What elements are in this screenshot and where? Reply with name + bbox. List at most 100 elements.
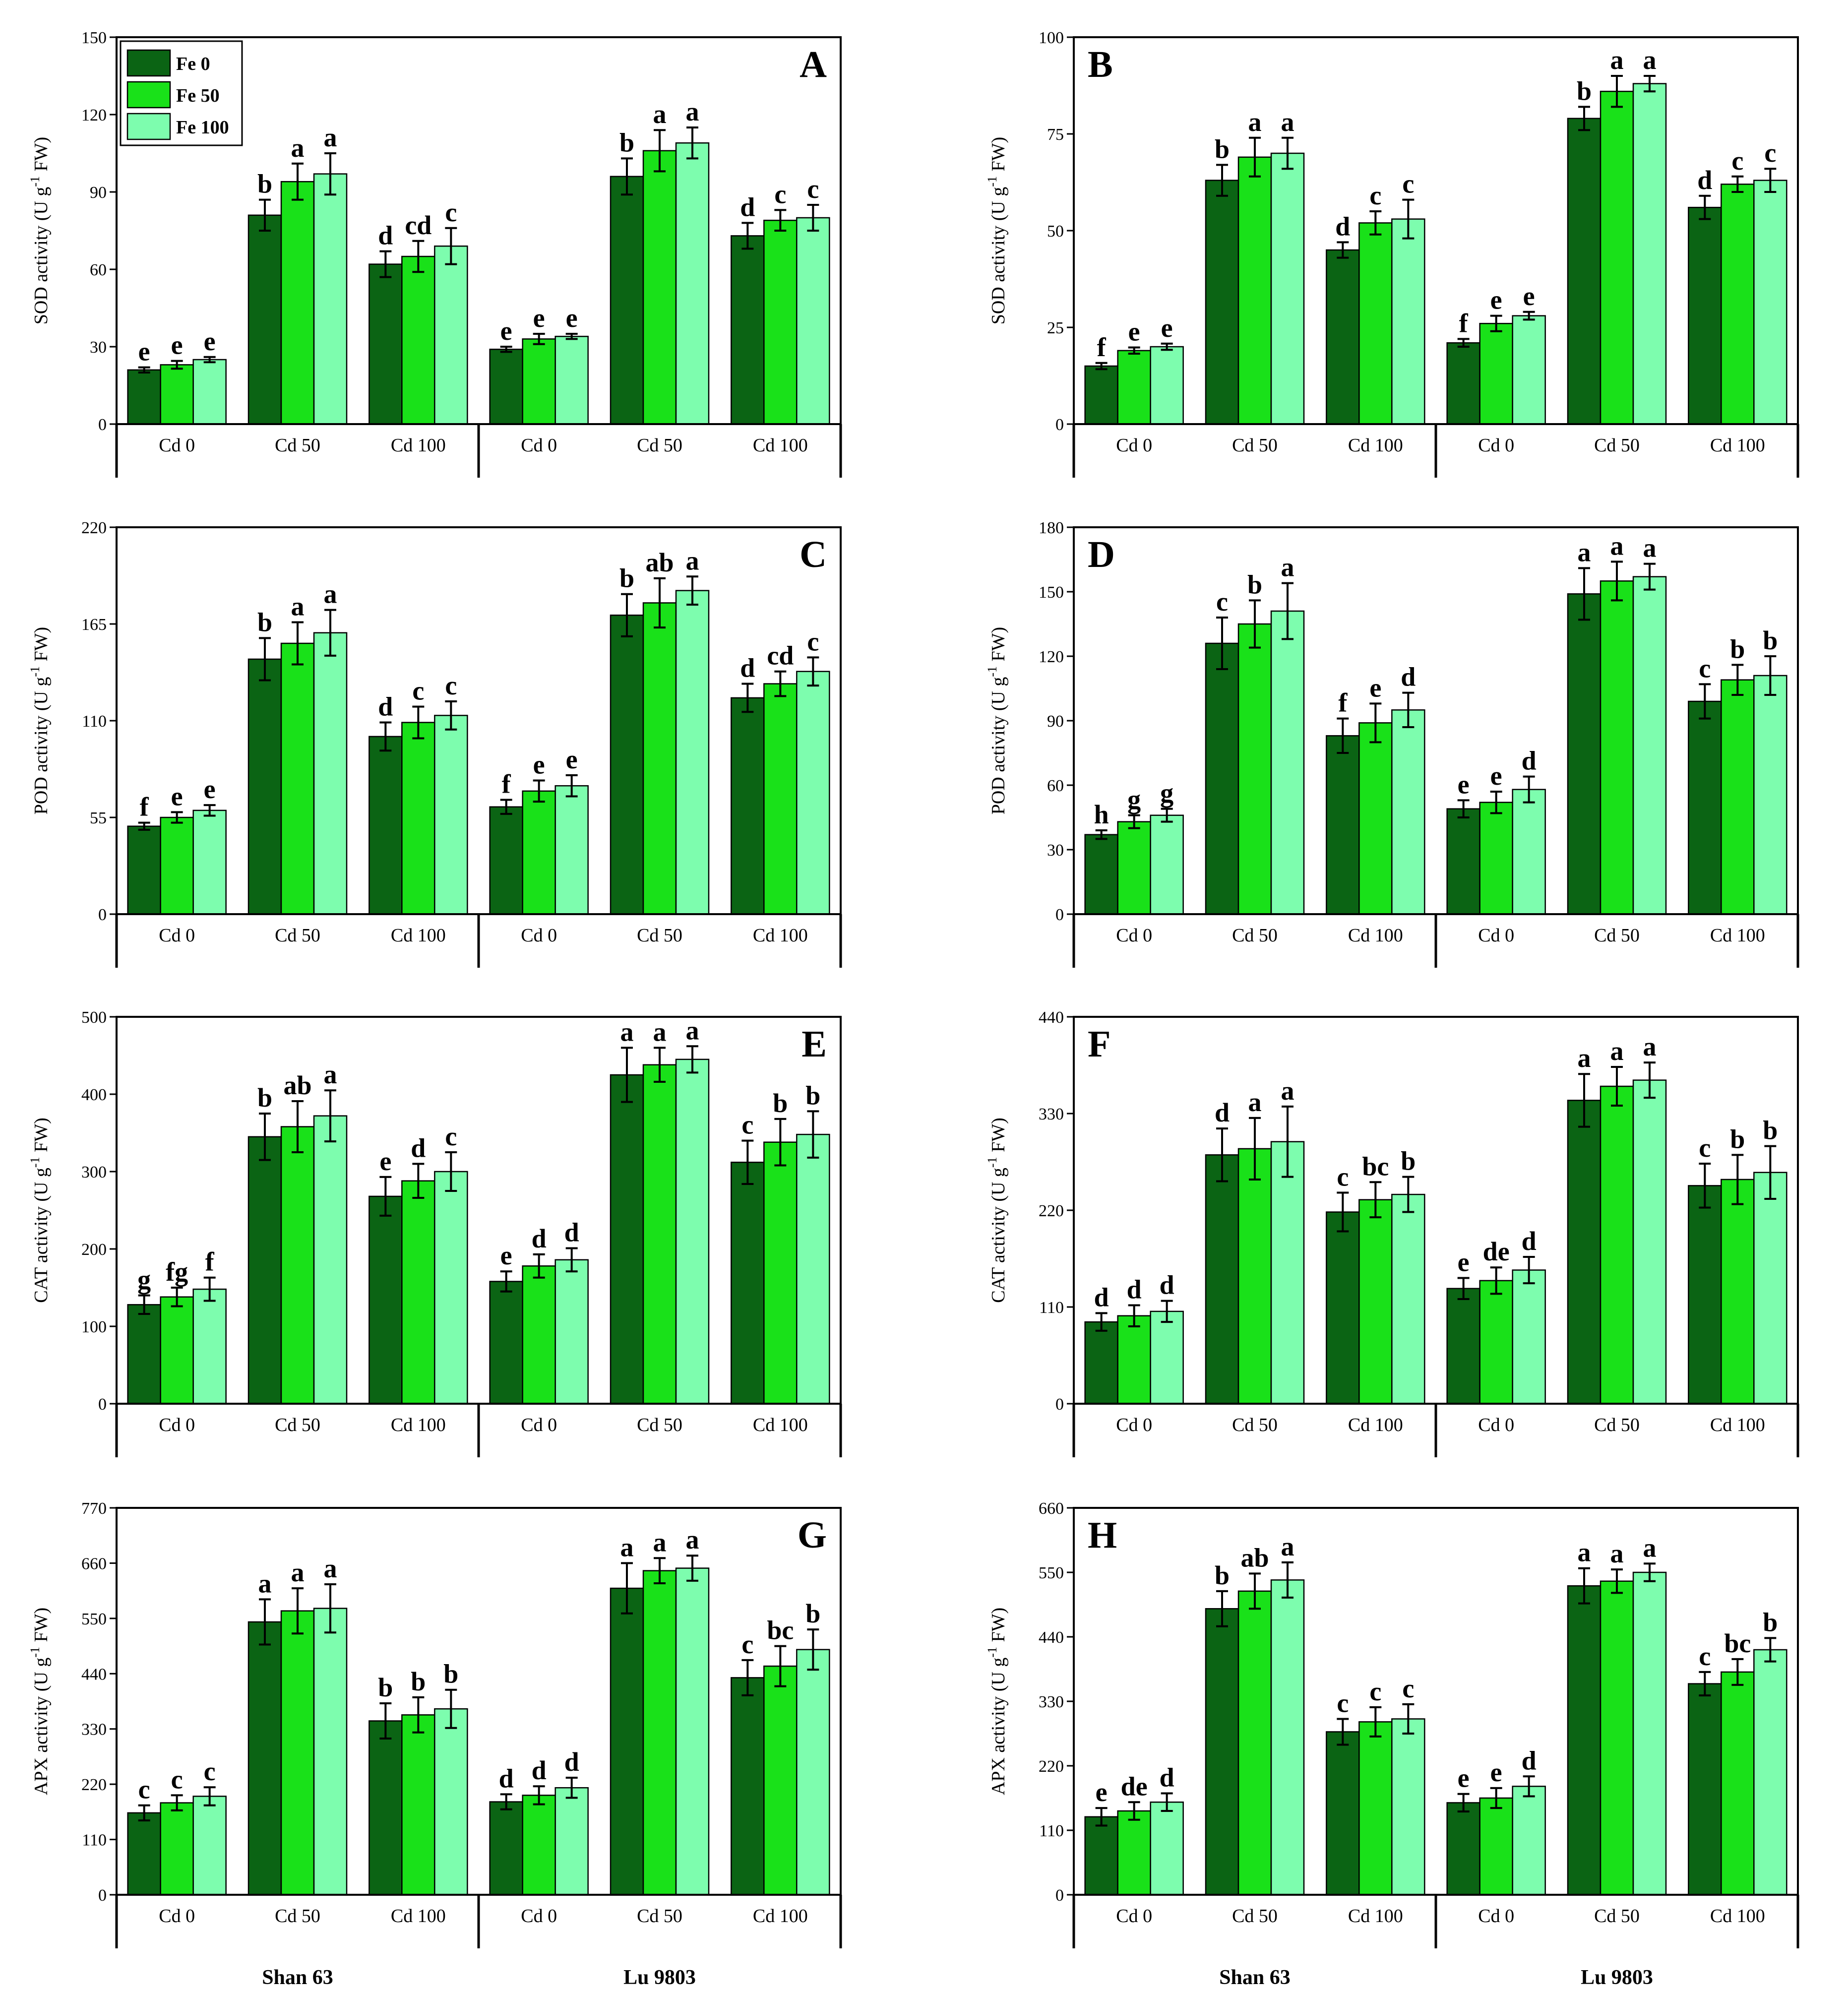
significance-letter: cd <box>767 641 794 671</box>
significance-letter: e <box>1490 761 1502 791</box>
bar <box>554 335 589 425</box>
bar <box>1150 1310 1184 1405</box>
significance-letter: a <box>686 97 699 126</box>
bar <box>127 1304 161 1405</box>
bar <box>1753 1172 1787 1405</box>
significance-letter: d <box>1522 1226 1537 1256</box>
bar <box>1391 1718 1425 1896</box>
x-category-label: Cd 50 <box>1232 925 1278 946</box>
bar <box>1753 1649 1787 1896</box>
legend-swatch <box>126 81 171 109</box>
y-axis-label-superscript: -1 <box>985 1647 999 1658</box>
significance-letter: e <box>1161 313 1173 343</box>
x-category-label: Cd 100 <box>1348 925 1403 946</box>
bar <box>280 181 315 425</box>
significance-letter: c <box>1402 1674 1414 1703</box>
bar <box>1237 156 1272 425</box>
significance-letter: e <box>1490 285 1502 315</box>
significance-letter: d <box>411 1133 426 1163</box>
significance-letter: b <box>619 563 634 593</box>
significance-letter: b <box>805 1599 820 1628</box>
bar <box>1117 350 1151 425</box>
y-tick-label: 0 <box>98 906 107 924</box>
significance-letter: g <box>1160 778 1173 808</box>
y-tick-label: 120 <box>1039 648 1064 666</box>
x-category-label: Cd 100 <box>391 435 446 456</box>
y-tick-label: 0 <box>1055 1886 1064 1905</box>
y-axis-label-superscript: -1 <box>28 1157 42 1168</box>
significance-letter: a <box>324 1554 337 1583</box>
significance-letter: d <box>1215 1098 1230 1127</box>
significance-letter: b <box>443 1659 458 1689</box>
significance-letter: d <box>1160 1270 1174 1300</box>
y-tick-label: 330 <box>1039 1693 1064 1711</box>
y-tick-label: 660 <box>81 1555 107 1573</box>
y-axis-label-superscript: -1 <box>28 176 42 187</box>
bar <box>313 1115 348 1405</box>
bar <box>369 736 403 915</box>
y-tick-label: 55 <box>90 809 107 827</box>
significance-letter: a <box>1643 1533 1657 1562</box>
y-tick-label: 0 <box>98 1886 107 1905</box>
significance-letter: d <box>564 1217 579 1247</box>
y-axis-label-part: FW) <box>988 627 1009 666</box>
significance-letter: a <box>686 1525 699 1555</box>
bar <box>1721 1671 1755 1896</box>
significance-letter: b <box>257 1083 272 1113</box>
panel-letter: A <box>800 44 827 85</box>
bar <box>1688 1683 1722 1896</box>
y-tick-label: 110 <box>1039 1299 1064 1317</box>
bar <box>247 1136 282 1405</box>
x-category-label: Cd 0 <box>1116 925 1152 946</box>
legend-label: Fe 50 <box>176 85 220 106</box>
bar <box>1446 342 1480 425</box>
bar <box>1326 1211 1360 1405</box>
significance-letter: a <box>1281 1532 1294 1561</box>
significance-letter: c <box>741 1629 753 1659</box>
y-axis-label: APX activity (U g-1 FW) <box>28 1608 52 1795</box>
bar <box>763 219 798 425</box>
y-tick-label: 150 <box>1039 583 1064 602</box>
bar <box>1632 1571 1667 1896</box>
x-category-label: Cd 0 <box>159 435 195 456</box>
significance-letter: bc <box>1362 1151 1389 1181</box>
significance-letter: c <box>1402 169 1414 199</box>
y-tick-label: 440 <box>1039 1628 1064 1647</box>
significance-letter: e <box>1369 673 1381 702</box>
bar <box>489 1801 523 1896</box>
significance-letter: c <box>1731 146 1743 176</box>
bar <box>796 671 830 915</box>
significance-letter: h <box>1094 800 1109 829</box>
bar <box>522 338 556 425</box>
significance-letter: b <box>773 1088 788 1118</box>
y-tick-label: 60 <box>90 261 107 279</box>
significance-letter: a <box>324 1059 337 1089</box>
y-axis-label-part: FW) <box>31 627 52 666</box>
bar <box>127 825 161 915</box>
x-category-label: Cd 100 <box>391 925 446 946</box>
x-category-label: Cd 50 <box>1232 1906 1278 1927</box>
bar <box>280 1126 315 1405</box>
y-axis-label-part: FW) <box>31 137 52 176</box>
y-axis-label-superscript: -1 <box>985 1157 999 1168</box>
x-category-label: Cd 0 <box>159 1906 195 1927</box>
bar <box>763 1665 798 1896</box>
significance-letter: c <box>412 676 424 706</box>
x-category-label: Cd 100 <box>1710 1415 1765 1435</box>
bar <box>522 1265 556 1405</box>
significance-letter: c <box>807 626 819 656</box>
bar <box>247 1621 282 1896</box>
x-category-label: Cd 100 <box>391 1906 446 1927</box>
bar <box>1632 83 1667 425</box>
bar <box>731 697 765 915</box>
significance-letter: c <box>1369 1677 1381 1706</box>
significance-letter: ab <box>645 548 674 577</box>
x-category-label: Cd 0 <box>1478 925 1514 946</box>
significance-letter: b <box>1730 634 1745 664</box>
bar <box>192 809 227 915</box>
bar <box>1391 1193 1425 1405</box>
x-category-label: Cd 100 <box>753 1906 808 1927</box>
bar <box>522 1795 556 1896</box>
bar <box>1567 593 1602 915</box>
bar <box>401 722 435 915</box>
